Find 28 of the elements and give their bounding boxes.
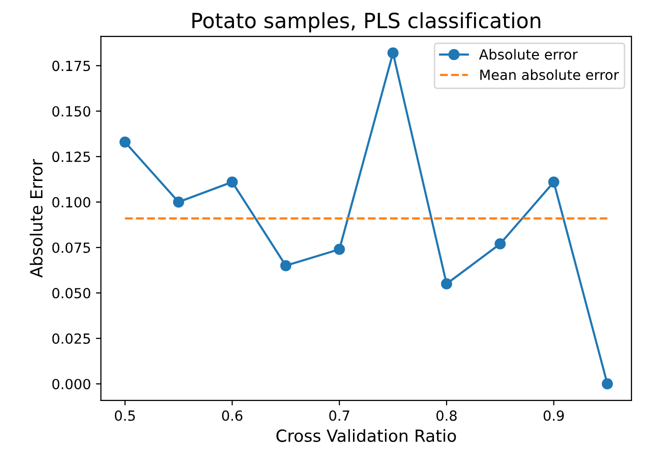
point	[387, 47, 399, 58]
point	[280, 260, 292, 272]
y-tick-label: 0.075	[52, 242, 90, 253]
y-tick-label: 0.175	[52, 60, 90, 72]
point	[548, 176, 560, 188]
x-axis-title: Cross Validation Ratio	[276, 429, 456, 442]
y-tick-label: 0.000	[52, 378, 90, 390]
y-tick-label: 0.050	[52, 288, 90, 298]
x-tick-label: 0.6	[222, 410, 242, 421]
point	[226, 176, 238, 188]
y-tick-label: 0.125	[52, 152, 90, 162]
point	[441, 278, 452, 290]
x-tick-label: 0.8	[436, 410, 457, 421]
y-axis-title: Absolute Error	[30, 159, 43, 278]
point	[602, 378, 613, 390]
legend-label: Absolute error	[479, 48, 578, 60]
point	[173, 196, 184, 208]
point	[494, 238, 506, 250]
x-tick-label: 0.7	[329, 410, 350, 421]
chart-title: Potato samples, PLS classification	[192, 12, 540, 32]
x-tick-label: 0.5	[114, 410, 135, 421]
x-tick-label: 0.9	[544, 410, 564, 421]
y-tick-label: 0.100	[52, 197, 90, 208]
y-tick-label: 0.150	[52, 106, 90, 117]
point	[119, 136, 131, 148]
y-tick-label: 0.025	[52, 333, 90, 344]
legend-label: Mean absolute error	[480, 69, 619, 80]
point	[334, 244, 345, 255]
